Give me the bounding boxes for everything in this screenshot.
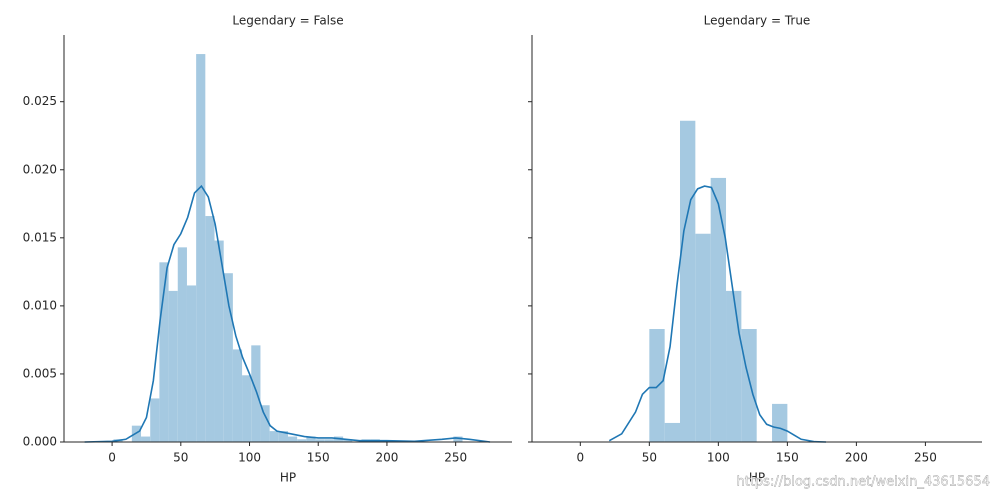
x-tick-label: 200 xyxy=(845,451,868,465)
x-tick-label: 50 xyxy=(173,451,188,465)
y-tick-label: 0.025 xyxy=(23,94,57,108)
bar xyxy=(214,240,224,442)
bar xyxy=(297,439,307,442)
bar xyxy=(664,422,681,442)
x-tick-label: 0 xyxy=(108,451,116,465)
kde-line xyxy=(608,185,827,443)
bar xyxy=(223,273,233,442)
bar xyxy=(232,349,243,442)
bar xyxy=(177,247,187,442)
x-tick-label: 150 xyxy=(776,451,799,465)
x-axis-label: HP xyxy=(280,471,296,485)
bar xyxy=(159,262,169,442)
bar xyxy=(242,375,252,442)
x-tick-label: 150 xyxy=(307,451,330,465)
bar xyxy=(269,431,279,442)
bar xyxy=(306,436,316,442)
bar xyxy=(288,436,298,442)
bar xyxy=(141,436,151,442)
x-tick-label: 50 xyxy=(642,451,657,465)
x-tick-label: 200 xyxy=(375,451,398,465)
bar xyxy=(453,436,463,442)
bar xyxy=(695,233,711,442)
x-tick-label: 250 xyxy=(444,451,467,465)
x-axis-label: HP xyxy=(749,471,765,485)
kde-line xyxy=(84,184,491,443)
y-tick-label: 0.015 xyxy=(23,230,57,244)
y-tick-label: 0.010 xyxy=(23,298,57,312)
y-tick-label: 0.000 xyxy=(23,435,57,449)
panel-title: Legendary = False xyxy=(232,14,343,28)
bar xyxy=(150,398,160,442)
watermark: https://blog.csdn.net/weixin_43615654 xyxy=(736,475,990,490)
x-tick-label: 0 xyxy=(576,451,584,465)
panel-title: Legendary = True xyxy=(704,14,811,28)
bar xyxy=(772,403,788,442)
bar xyxy=(726,290,742,442)
x-tick-label: 100 xyxy=(238,451,261,465)
bar xyxy=(251,345,261,442)
y-tick-label: 0.005 xyxy=(23,366,57,380)
bar xyxy=(741,329,757,442)
y-tick-label: 0.020 xyxy=(23,162,57,176)
bar xyxy=(680,120,696,442)
bar xyxy=(260,405,270,442)
bar xyxy=(649,329,665,442)
bar xyxy=(710,177,727,442)
bar xyxy=(196,54,206,442)
bar xyxy=(324,439,334,442)
x-tick-label: 250 xyxy=(914,451,937,465)
x-tick-label: 100 xyxy=(707,451,730,465)
bar xyxy=(343,439,353,442)
bar xyxy=(315,439,325,442)
bar xyxy=(186,285,197,442)
bar xyxy=(278,431,288,442)
bar xyxy=(168,290,178,442)
bar xyxy=(205,216,215,442)
